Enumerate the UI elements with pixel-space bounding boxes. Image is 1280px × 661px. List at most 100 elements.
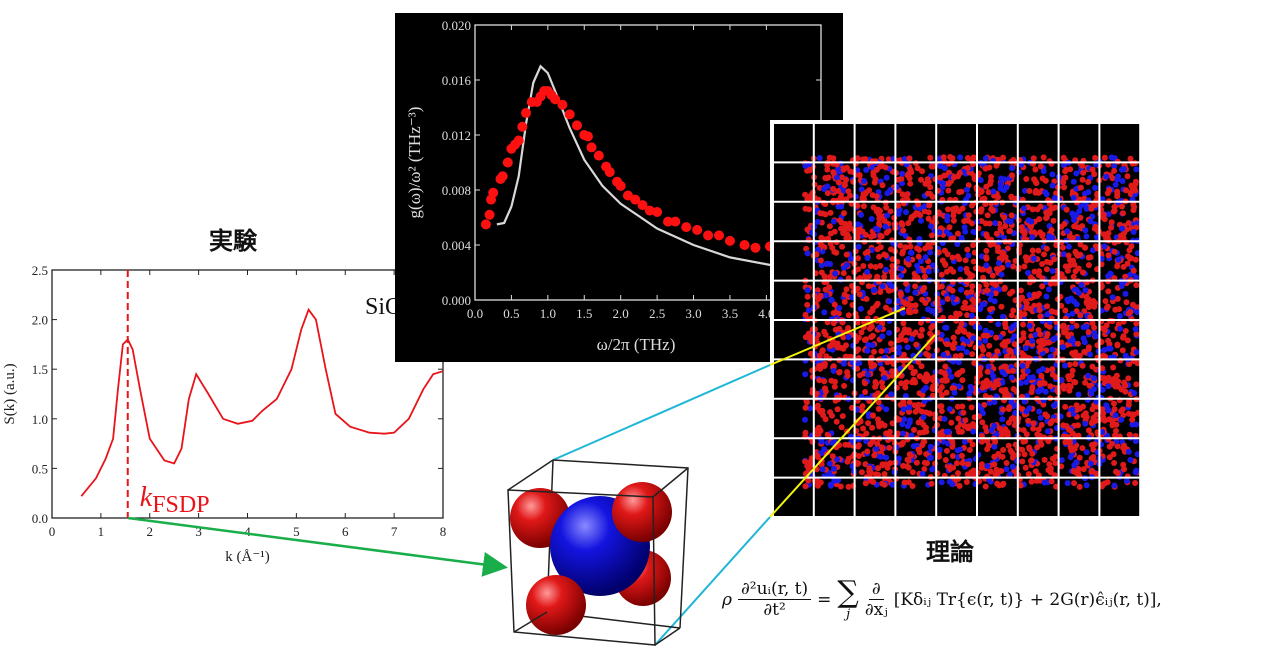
eq-derivative: ∂ ∂xⱼ	[865, 579, 888, 620]
o-atom	[1074, 224, 1081, 231]
si-atom	[1023, 408, 1030, 415]
o-atom	[907, 167, 914, 174]
o-atom	[1065, 252, 1072, 259]
si-atom	[1105, 383, 1112, 390]
data-point	[497, 171, 508, 182]
o-atom	[993, 334, 1000, 341]
si-atom	[821, 446, 828, 453]
o-atom	[1058, 463, 1065, 470]
o-atom	[1044, 303, 1051, 310]
o-atom	[1074, 340, 1081, 347]
o-atom	[943, 447, 950, 454]
o-atom	[840, 270, 847, 277]
si-atom	[814, 246, 821, 253]
o-atom	[862, 380, 868, 387]
o-atom	[965, 331, 972, 338]
si-atom	[899, 421, 906, 428]
o-atom	[824, 190, 831, 197]
si-atom	[1083, 482, 1090, 489]
o-atom	[1052, 453, 1059, 460]
o-atom	[1022, 298, 1029, 305]
o-atom	[808, 350, 814, 357]
o-atom	[1049, 366, 1056, 373]
o-atom	[1130, 201, 1137, 208]
si-atom	[955, 359, 962, 366]
o-atom	[983, 231, 990, 238]
o-atom	[841, 182, 848, 189]
o-atom	[888, 340, 894, 347]
o-atom	[949, 443, 956, 450]
o-atom	[925, 242, 932, 248]
o-atom	[887, 208, 894, 215]
o-atom	[856, 172, 863, 179]
o-atom	[1038, 421, 1045, 428]
o-atom	[877, 262, 884, 269]
o-atom	[986, 220, 993, 227]
o-atom	[1066, 376, 1073, 383]
o-atom	[1111, 460, 1118, 466]
o-atom	[949, 438, 956, 445]
o-atom	[1106, 416, 1113, 423]
si-atom	[1022, 345, 1029, 352]
si-atom	[999, 369, 1006, 375]
si-atom	[988, 291, 995, 298]
o-atom	[1062, 403, 1069, 410]
o-atom	[1036, 338, 1042, 345]
o-atom	[958, 452, 965, 459]
o-atom	[898, 220, 905, 227]
o-atom	[1066, 361, 1073, 368]
si-atom	[1132, 326, 1139, 333]
o-atom	[959, 460, 966, 467]
o-atom	[1113, 468, 1119, 475]
o-atom	[847, 168, 854, 175]
o-atom	[855, 334, 862, 341]
si-atom	[1046, 233, 1052, 240]
si-atom	[940, 351, 947, 358]
si-atom	[1091, 375, 1098, 382]
o-atom	[951, 340, 958, 347]
si-atom	[1073, 185, 1080, 192]
si-atom	[886, 298, 893, 305]
si-atom	[965, 192, 972, 199]
data-point	[520, 108, 531, 118]
eq-lhs-denominator: ∂t²	[763, 600, 786, 620]
si-atom	[1105, 407, 1112, 414]
o-atom	[1045, 339, 1052, 346]
o-atom	[1001, 285, 1008, 292]
o-atom	[954, 230, 961, 237]
o-atom	[915, 201, 922, 208]
o-atom	[820, 412, 827, 419]
o-atom	[945, 206, 951, 213]
y-tick-label: 2.0	[32, 313, 48, 328]
o-atom	[1111, 400, 1117, 407]
o-atom	[965, 461, 972, 468]
o-atom	[1083, 293, 1090, 300]
o-atom	[907, 243, 914, 250]
eq-derivative-denominator: ∂xⱼ	[864, 600, 888, 620]
data-point	[692, 224, 703, 235]
o-atom	[956, 256, 963, 263]
si-atom	[1087, 218, 1094, 225]
o-atom	[1101, 327, 1108, 334]
o-atom	[988, 173, 994, 180]
o-atom	[900, 227, 907, 234]
o-atom	[827, 273, 833, 280]
o-atom	[822, 286, 829, 293]
si-atom	[1067, 454, 1074, 461]
si-atom	[1026, 322, 1033, 329]
si-atom	[1068, 295, 1074, 302]
si-atom	[945, 428, 952, 435]
o-atom	[846, 235, 853, 241]
o-atom	[1086, 382, 1093, 389]
o-atom	[1120, 263, 1127, 270]
si-atom	[930, 262, 936, 269]
o-atom	[955, 470, 961, 477]
si-atom	[1103, 402, 1110, 409]
si-atom	[977, 306, 983, 312]
o-atom	[985, 267, 992, 274]
si-atom	[907, 417, 913, 424]
o-atom	[906, 451, 913, 458]
o-atom	[1043, 214, 1050, 221]
o-atom	[1073, 322, 1080, 329]
si-atom	[1049, 171, 1056, 178]
